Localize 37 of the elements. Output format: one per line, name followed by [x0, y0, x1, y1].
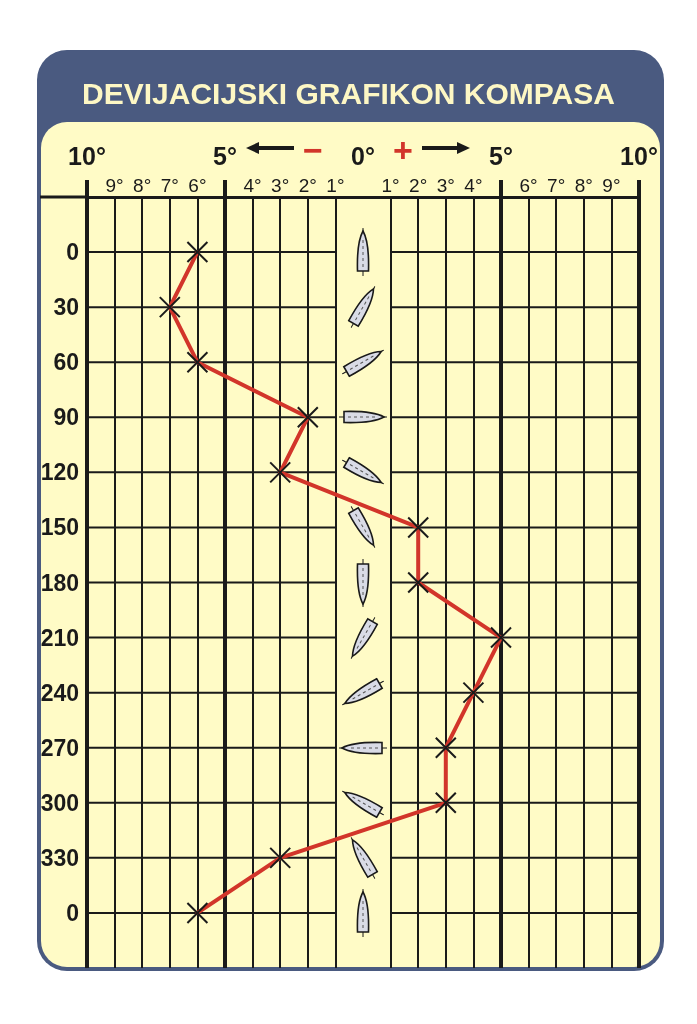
x-tick-label: 3° [436, 175, 455, 196]
x-tick-label: 1° [381, 175, 400, 196]
y-tick-label: 210 [40, 624, 79, 651]
x2-tick-label: 5° [489, 141, 513, 170]
x-tick-label: 8° [133, 175, 152, 196]
x-tick-label: 3° [271, 175, 290, 196]
x-tick-label: 6° [188, 175, 207, 196]
x-tick-label: 4° [243, 175, 262, 196]
x2-tick-label: 0° [351, 141, 375, 170]
x-tick-label: 7° [160, 175, 179, 196]
y-tick-label: 330 [40, 844, 79, 871]
y-tick-label: 0 [66, 239, 79, 266]
x-tick-label: 4° [464, 175, 483, 196]
text: − [302, 130, 324, 171]
x-tick-label: 7° [547, 175, 566, 196]
y-tick-label: 150 [40, 514, 79, 541]
y-tick-label: 270 [40, 734, 79, 761]
y-tick-label: 180 [40, 569, 79, 596]
y-tick-label: 0 [66, 899, 79, 926]
y-tick-label: 120 [40, 459, 79, 486]
x2-tick-label: 5° [213, 141, 237, 170]
y-tick-label: 90 [53, 404, 79, 431]
y-tick-label: 30 [53, 294, 79, 321]
chart-title: DEVIJACIJSKI GRAFIKON KOMPASA [82, 76, 615, 110]
x-tick-label: 1° [326, 175, 345, 196]
x2-tick-label: 10° [620, 141, 658, 170]
x2-tick-label: 10° [68, 141, 106, 170]
x-tick-label: 6° [519, 175, 538, 196]
x-tick-label: 9° [105, 175, 124, 196]
y-tick-label: 300 [40, 789, 79, 816]
x-tick-label: 8° [574, 175, 593, 196]
x-tick-label: 2° [298, 175, 317, 196]
x-tick-label: 2° [409, 175, 428, 196]
x-tick-label: 9° [602, 175, 621, 196]
text: + [392, 130, 414, 171]
y-tick-label: 240 [40, 679, 79, 706]
y-tick-label: 60 [53, 349, 79, 376]
